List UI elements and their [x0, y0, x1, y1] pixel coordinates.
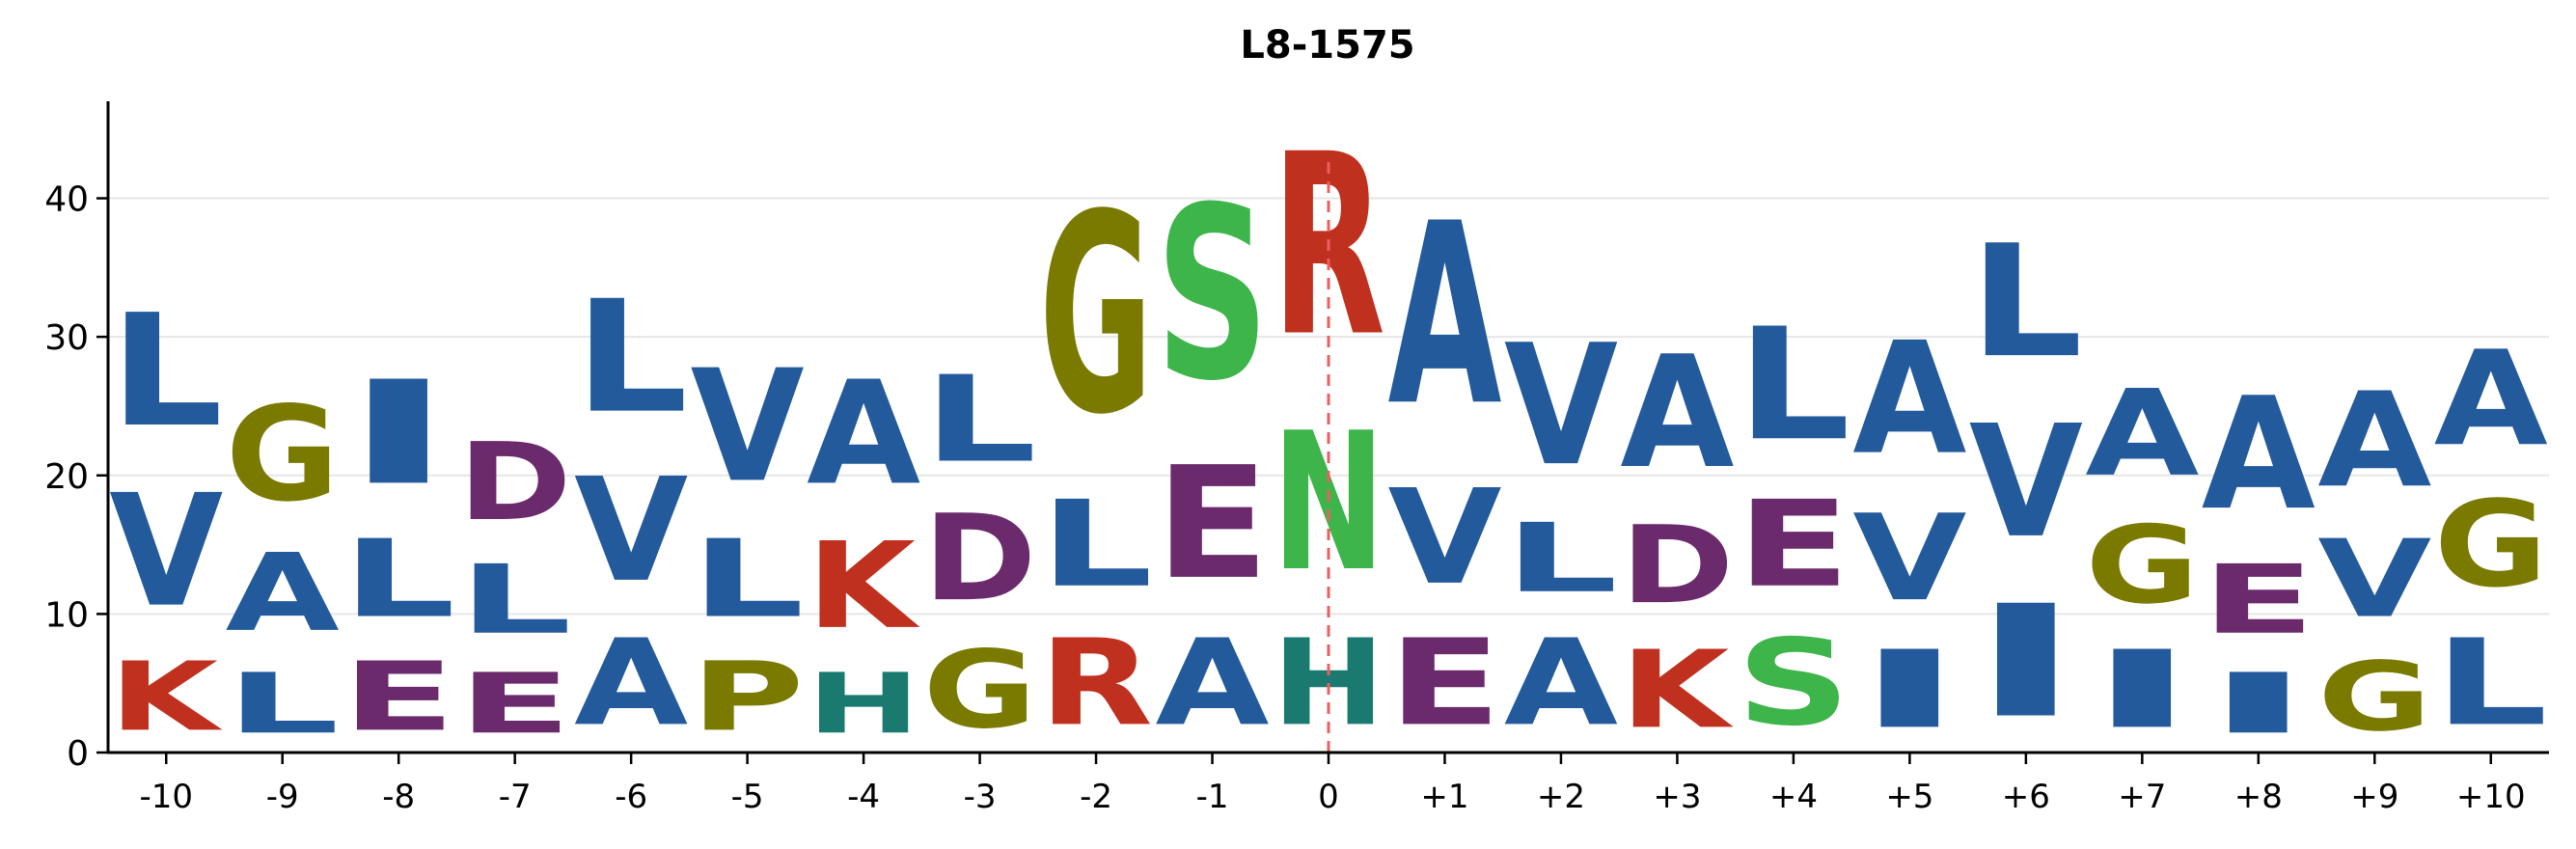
logo-letter-a: A	[1155, 614, 1269, 753]
logo-letter-k: K	[109, 642, 223, 753]
logo-letter-d: D	[458, 421, 572, 545]
logo-letter-l: L	[574, 267, 688, 448]
logo-letter-v: V	[691, 337, 805, 516]
letters-layer: KVLLAGELIELDAVLPLVHKAGDLRLGAESHNREVAALVK…	[109, 102, 2548, 753]
logo-letter-g: G	[2085, 504, 2199, 628]
y-tick-label: 30	[44, 318, 89, 358]
logo-letter-i: I	[1969, 573, 2083, 753]
logo-letter-i: I	[2202, 655, 2316, 753]
x-tick-label: +10	[2456, 778, 2526, 816]
x-tick-label: -6	[615, 778, 647, 816]
y-tick-label: 40	[44, 180, 89, 220]
x-tick-label: -10	[139, 778, 193, 816]
logo-letter-g: G	[226, 378, 340, 531]
logo-letter-i: I	[1852, 628, 1966, 753]
logo-letter-s: S	[1155, 157, 1269, 433]
logo-letter-a: A	[807, 351, 920, 516]
x-tick-label: +4	[1769, 778, 1818, 816]
logo-letter-l: L	[226, 656, 340, 753]
x-tick-label: +7	[2118, 778, 2166, 816]
logo-letter-a: A	[1620, 322, 1734, 502]
x-tick-label: -8	[382, 778, 415, 816]
logo-letter-a: A	[1852, 309, 1966, 488]
x-tick-label: -2	[1080, 778, 1112, 816]
x-tick-label: +5	[1885, 778, 1933, 816]
logo-letter-p: P	[691, 643, 805, 753]
logo-letter-v: V	[109, 461, 223, 641]
logo-letter-h: H	[807, 655, 920, 753]
y-tick-label: 10	[44, 595, 89, 635]
logo-letter-l: L	[923, 351, 1037, 489]
logo-letter-l: L	[1039, 476, 1153, 614]
x-tick-label: +1	[1420, 778, 1468, 816]
logo-letter-e: E	[1155, 434, 1269, 615]
x-tick-label: +9	[2350, 778, 2398, 816]
logo-letter-l: L	[691, 517, 805, 642]
x-tick-label: +3	[1653, 778, 1701, 816]
logo-letter-i: I	[342, 350, 455, 516]
logo-letter-a: A	[2085, 364, 2199, 503]
x-tick-label: -1	[1196, 778, 1229, 816]
logo-letter-g: G	[1039, 156, 1153, 475]
logo-letter-s: S	[1737, 615, 1850, 753]
logo-letter-e: E	[458, 656, 572, 753]
logo-letter-a: A	[1504, 614, 1618, 753]
x-tick-label: +6	[2002, 778, 2050, 816]
logo-letter-k: K	[1620, 628, 1734, 753]
logo-letter-v: V	[2317, 517, 2431, 642]
x-tick-label: -3	[964, 778, 997, 816]
logo-letter-l: L	[2434, 615, 2548, 753]
logo-letter-l: L	[1504, 504, 1618, 615]
logo-letter-v: V	[1969, 392, 2083, 571]
logo-letter-l: L	[109, 281, 223, 461]
logo-letter-v: V	[1387, 462, 1501, 615]
logo-letter-g: G	[2317, 643, 2431, 753]
logo-letter-e: E	[2202, 545, 2316, 656]
logo-letter-i: I	[2085, 628, 2199, 753]
y-tick-label: 20	[44, 457, 89, 497]
logo-letter-r: R	[1039, 614, 1153, 753]
logo-letter-l: L	[1737, 294, 1850, 475]
logo-letter-a: A	[2202, 365, 2316, 544]
logo-letter-a: A	[226, 532, 340, 656]
x-tick-label: -4	[847, 778, 880, 816]
logo-letter-e: E	[1387, 615, 1501, 753]
x-tick-label: 0	[1318, 778, 1339, 816]
logo-letter-g: G	[923, 628, 1037, 753]
logo-letter-k: K	[807, 517, 920, 655]
x-tick-label: -9	[266, 778, 299, 816]
x-tick-label: +2	[1537, 778, 1585, 816]
x-tick-label: -7	[499, 778, 532, 816]
logo-letter-l: L	[1969, 211, 2083, 392]
logo-letter-a: A	[2434, 323, 2548, 476]
logo-letter-g: G	[2434, 476, 2548, 615]
y-tick-label: 0	[67, 734, 89, 774]
logo-letter-l: L	[342, 517, 455, 642]
logo-letter-a: A	[2317, 365, 2431, 517]
x-tick-label: +8	[2234, 778, 2283, 816]
logo-letter-l: L	[458, 545, 572, 656]
logo-letter-v: V	[1504, 310, 1618, 503]
logo-letter-d: D	[1620, 504, 1734, 628]
logo-letter-a: A	[1387, 171, 1501, 461]
x-tick-label: -5	[731, 778, 764, 816]
chart-title: L8-1575	[1240, 23, 1414, 68]
logo-letter-v: V	[574, 449, 688, 614]
logo-letter-a: A	[574, 614, 688, 753]
logo-letter-e: E	[1737, 476, 1850, 614]
logo-letter-e: E	[342, 642, 455, 753]
logo-letter-d: D	[923, 489, 1037, 628]
logo-letter-n: N	[1272, 393, 1385, 614]
logo-letter-v: V	[1852, 488, 1966, 627]
